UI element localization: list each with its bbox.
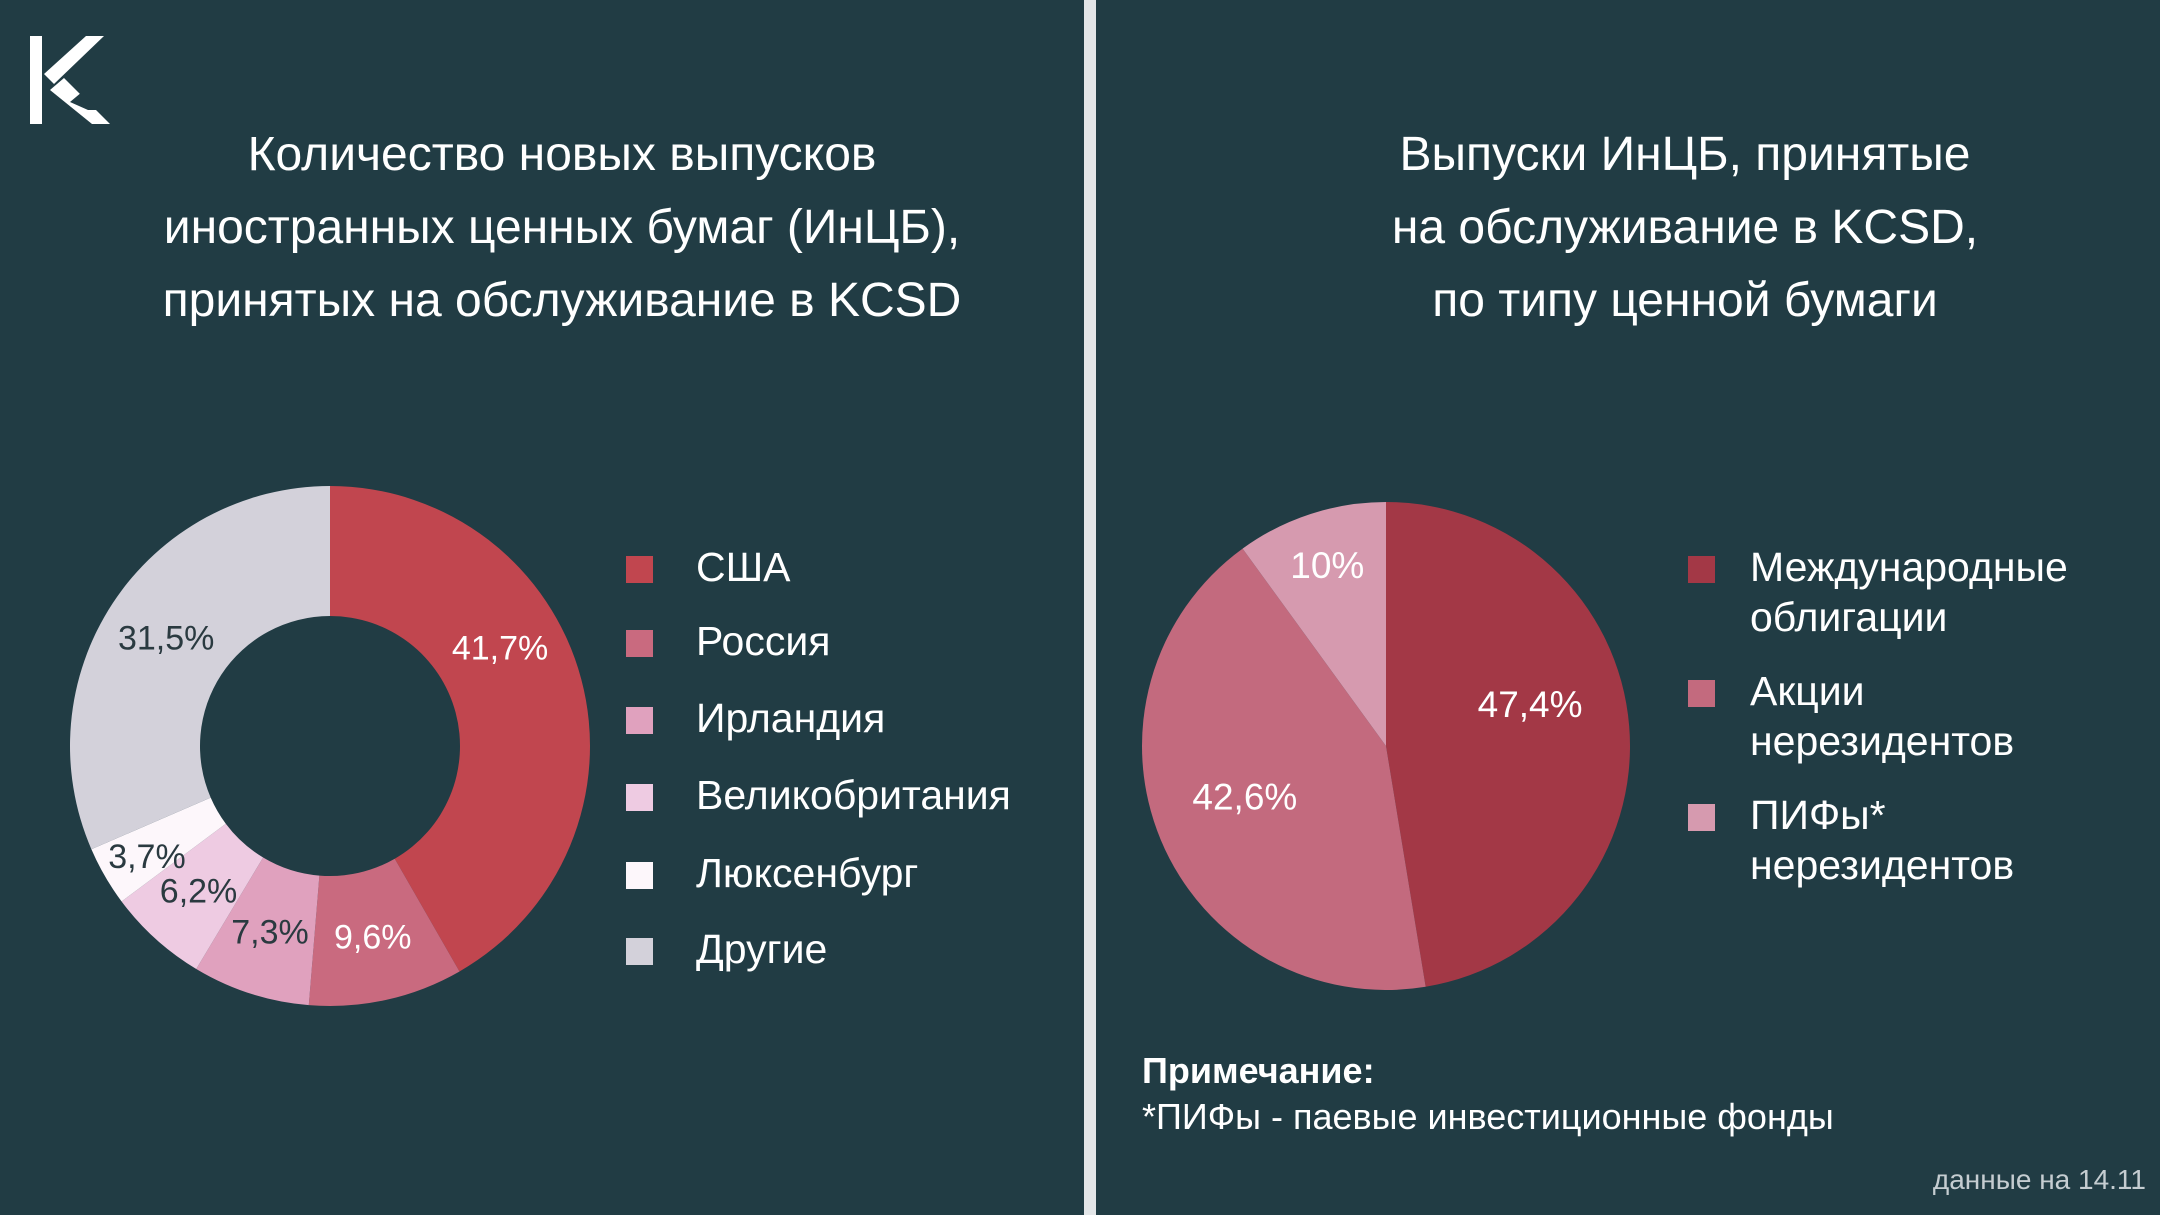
data-date: данные на 14.11 [1932, 1164, 2146, 1195]
country-slice-другие [69, 486, 331, 850]
country-data-label-россия: 9,6% [334, 918, 412, 956]
country-legend-swatch [626, 556, 653, 583]
country-legend-swatch [626, 630, 653, 657]
left-title-line-2: иностранных ценных бумаг (ИнЦБ), [163, 201, 961, 254]
country-slice-ирландия [196, 857, 320, 1006]
country-data-label-люксенбург: 3,7% [108, 838, 186, 876]
kcsd-logo [30, 36, 110, 124]
country-slice-люксенбург [91, 797, 226, 902]
security-type-legend-label: Международные облигации [1750, 544, 2068, 640]
country-legend-label: Другие [696, 926, 828, 972]
country-legend-label: Ирландия [696, 695, 886, 741]
donut-chart-country: 41,7% 9,6% 7,3% 6,2%3,7% 31,5% [69, 486, 590, 1006]
country-slice-россия [308, 858, 460, 1006]
security-type-data-label-пифы-нерезидентов: 10% [1290, 545, 1364, 586]
right-title-line-1: Выпуски ИнЦБ, принятые [1399, 128, 1971, 181]
security-type-slice-пифы-нерезидентов [1242, 502, 1386, 746]
right-title-line-3: по типу ценной бумаги [1432, 274, 1938, 327]
country-legend-label: Великобритания [696, 772, 1011, 818]
country-legend-label: Россия [696, 618, 831, 664]
country-legend-swatch [626, 938, 653, 965]
pie-chart-security-type: 47,4% 42,6% 10% [1142, 502, 1630, 990]
security-type-legend-swatch [1688, 680, 1715, 707]
security-type-data-label-акции-нерезидентов: 42,6% [1192, 776, 1297, 817]
country-data-label-сша: 41,7% [452, 629, 548, 667]
country-legend-swatch [626, 862, 653, 889]
right-chart-title: Выпуски ИнЦБ, принятые на обслуживание в… [1220, 118, 2150, 337]
footnote-text: *ПИФы - паевые инвестиционные фонды [1142, 1096, 1834, 1137]
security-type-slice-акции-нерезидентов [1142, 548, 1426, 990]
right-title-line-2: на обслуживание в KCSD, [1391, 201, 1979, 254]
left-chart-title: Количество новых выпусков иностранных це… [60, 118, 1064, 337]
country-data-label-ирландия: 7,3% [231, 914, 309, 952]
security-type-legend-label: Акции нерезидентов [1750, 668, 2015, 764]
security-type-legend-label: ПИФы* нерезидентов [1750, 792, 2015, 888]
security-type-data-label-международные-облигации: 47,4% [1478, 684, 1583, 725]
left-title-line-3: принятых на обслуживание в KCSD [162, 274, 962, 327]
security-type-slice-международные-облигации [1386, 502, 1630, 987]
left-title-line-1: Количество новых выпусков [247, 128, 877, 181]
country-slice-великобритания [121, 823, 264, 969]
footnote-heading: Примечание: [1142, 1050, 1375, 1091]
country-slice-сша [330, 486, 590, 972]
country-data-label-другие: 31,5% [118, 619, 214, 657]
country-legend-label: США [696, 544, 791, 590]
security-type-legend-swatch [1688, 804, 1715, 831]
panel-divider [1084, 0, 1096, 1215]
country-legend-swatch [626, 784, 653, 811]
security-type-legend-swatch [1688, 556, 1715, 583]
footnote: Примечание: *ПИФы - паевые инвестиционны… [1142, 1048, 1834, 1140]
country-legend-label: Люксенбург [696, 850, 919, 896]
country-legend-swatch [626, 707, 653, 734]
country-data-label-великобритания: 6,2% [160, 872, 238, 910]
